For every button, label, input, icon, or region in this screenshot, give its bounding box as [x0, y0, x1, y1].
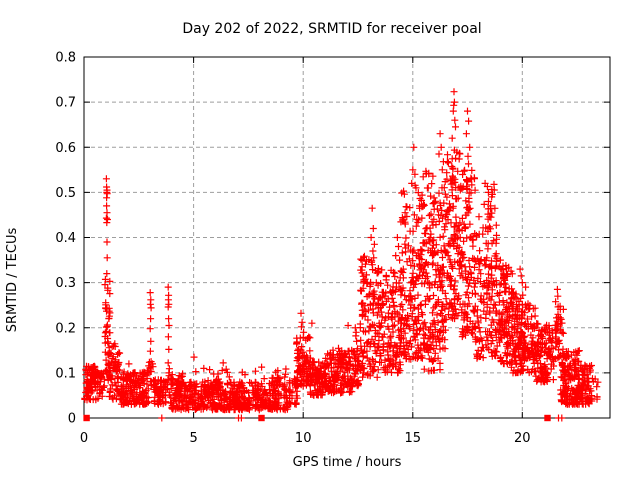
x-tick-label: 5 [189, 431, 197, 446]
x-tick-label: 10 [295, 431, 312, 446]
zero-square-marker [544, 414, 551, 422]
x-tick-label: 0 [80, 431, 88, 446]
y-tick-label: 0 [68, 412, 76, 427]
x-tick-label: 20 [514, 431, 531, 446]
y-tick-label: 0.5 [55, 186, 76, 201]
gridlines [84, 57, 610, 418]
chart-title: Day 202 of 2022, SRMTID for receiver poa… [182, 21, 481, 37]
zero-square-marker [258, 414, 265, 422]
x-tick-label: 15 [405, 431, 422, 446]
gridline-path [84, 57, 610, 418]
y-tick-label: 0.8 [55, 51, 76, 66]
y-axis-label: SRMTID / TECUs [5, 228, 20, 333]
y-tick-label: 0.6 [55, 141, 76, 156]
y-tick-label: 0.2 [55, 321, 76, 336]
zero-square-markers [83, 414, 551, 422]
y-tick-label: 0.7 [55, 96, 76, 111]
y-tick-label: 0.4 [55, 231, 76, 246]
y-tick-label: 0.1 [55, 366, 76, 381]
plot-border [83, 56, 611, 419]
zero-square-marker [83, 414, 90, 422]
x-axis-label: GPS time / hours [293, 455, 402, 470]
y-tick-label: 0.3 [55, 276, 76, 291]
tick-labels: 0 0.1 0.2 0.3 0.4 0.5 0.6 0.7 0.8 0 5 10 15 20 [55, 51, 530, 447]
data-points [81, 88, 602, 422]
